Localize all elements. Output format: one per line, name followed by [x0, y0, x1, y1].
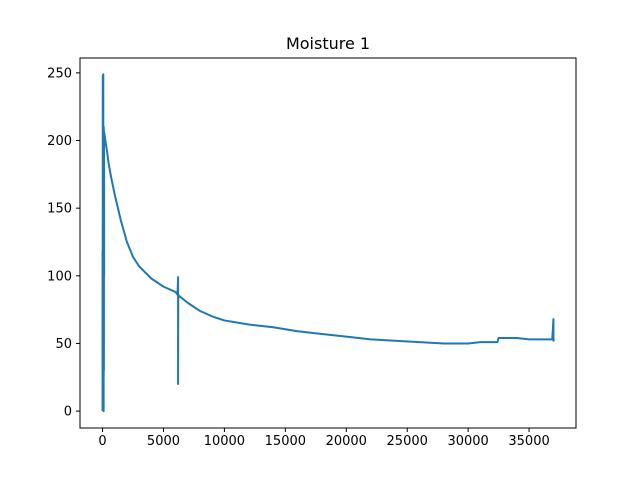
- plot-frame: [79, 57, 577, 429]
- y-tick-label: 200: [47, 134, 72, 149]
- x-axis: 0 5000 10000 15000 20000 25000 30000 35000: [98, 428, 550, 449]
- x-tick-label: 20000: [326, 434, 367, 449]
- x-tick-label: 30000: [447, 434, 488, 449]
- y-tick-label: 100: [47, 269, 72, 284]
- series-line-0: [101, 73, 555, 413]
- x-tick-label: 25000: [387, 434, 428, 449]
- x-tick-label: 5000: [147, 434, 180, 449]
- y-tick-label: 250: [47, 66, 72, 81]
- y-axis: 0 50 100 150 200 250: [47, 66, 80, 420]
- x-tick-label: 0: [98, 434, 106, 449]
- series-layer: [101, 73, 555, 413]
- x-tick-label: 10000: [204, 434, 245, 449]
- x-tick-label: 35000: [508, 434, 549, 449]
- y-tick-label: 0: [64, 405, 72, 420]
- x-tick-label: 15000: [265, 434, 306, 449]
- y-tick-label: 150: [47, 202, 72, 217]
- y-tick-label: 50: [55, 337, 72, 352]
- chart-title: Moisture 1: [286, 34, 370, 53]
